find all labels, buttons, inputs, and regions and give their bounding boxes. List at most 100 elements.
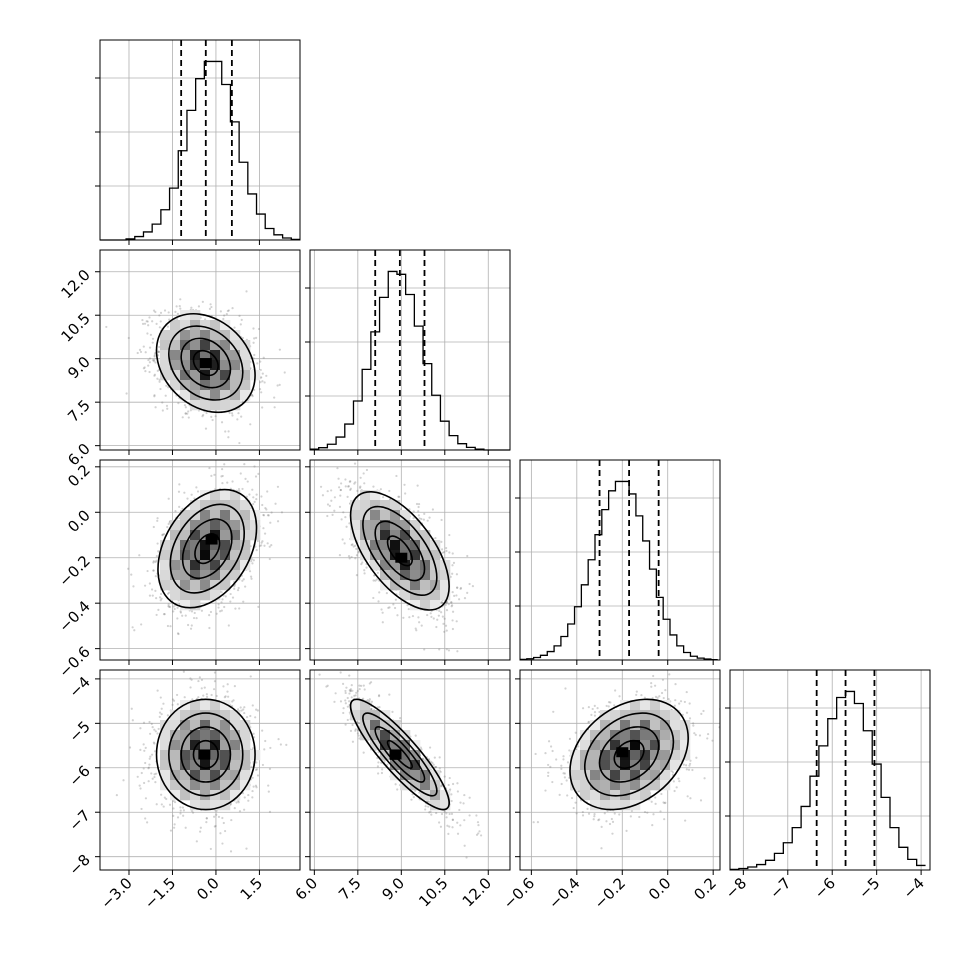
scatter-point bbox=[356, 689, 359, 693]
density-cell bbox=[200, 550, 211, 561]
scatter-point bbox=[652, 813, 655, 816]
scatter-point bbox=[358, 687, 361, 691]
scatter-point bbox=[427, 800, 430, 803]
x-tick-label: 0.2 bbox=[690, 874, 720, 904]
scatter-point bbox=[596, 707, 599, 710]
scatter-point bbox=[144, 761, 147, 765]
scatter-point bbox=[258, 388, 262, 391]
scatter-point bbox=[159, 387, 162, 391]
scatter-point bbox=[381, 621, 384, 624]
scatter-point bbox=[444, 624, 448, 627]
scatter-point bbox=[264, 739, 267, 743]
scatter-point bbox=[159, 696, 162, 699]
density-cell bbox=[180, 550, 191, 561]
scatter-point bbox=[593, 711, 597, 714]
scatter-point bbox=[684, 764, 688, 767]
density-cell bbox=[430, 550, 441, 561]
scatter-point bbox=[257, 327, 261, 331]
density-cell bbox=[190, 580, 201, 591]
scatter-point bbox=[190, 493, 193, 496]
scatter-point bbox=[326, 684, 329, 687]
scatter-point bbox=[255, 708, 258, 711]
scatter-point bbox=[226, 481, 229, 484]
density-cell bbox=[240, 560, 251, 571]
density-cell bbox=[360, 500, 371, 511]
density-cell bbox=[440, 570, 451, 581]
scatter-point bbox=[333, 496, 336, 499]
density-cell bbox=[190, 790, 201, 801]
density-cell bbox=[610, 740, 621, 751]
density-layer bbox=[318, 671, 483, 859]
scatter-point bbox=[547, 763, 550, 767]
density-cell bbox=[650, 720, 661, 731]
scatter-point bbox=[353, 482, 356, 485]
scatter-point bbox=[138, 554, 141, 557]
scatter-point bbox=[682, 763, 685, 766]
panel-frame bbox=[729, 669, 931, 871]
scatter-point bbox=[412, 796, 415, 799]
scatter-point bbox=[358, 684, 361, 687]
density-cell bbox=[660, 750, 671, 761]
scatter-point bbox=[358, 721, 361, 724]
scatter-point bbox=[407, 607, 410, 611]
scatter-point bbox=[253, 353, 256, 357]
density-cell bbox=[630, 710, 641, 721]
scatter-point bbox=[609, 701, 612, 704]
density-cell bbox=[640, 700, 651, 711]
scatter-point bbox=[213, 680, 217, 683]
scatter-point bbox=[441, 548, 444, 551]
scatter-point bbox=[698, 734, 702, 737]
density-cell bbox=[160, 750, 171, 761]
density-cell bbox=[650, 780, 661, 791]
scatter-point bbox=[478, 830, 481, 833]
scatter-point bbox=[156, 542, 159, 545]
contour-level-3 bbox=[169, 503, 246, 594]
scatter-point bbox=[222, 821, 225, 825]
scatter-point bbox=[202, 413, 205, 417]
panel-frame bbox=[99, 669, 301, 871]
scatter-point bbox=[643, 696, 646, 699]
scatter-point bbox=[254, 475, 258, 478]
scatter-point bbox=[362, 697, 365, 700]
scatter-point bbox=[181, 806, 184, 809]
x-tick-label: −3.0 bbox=[97, 874, 135, 912]
x-tick-label: −8 bbox=[722, 874, 750, 902]
scatter-point bbox=[220, 601, 223, 604]
scatter-point bbox=[643, 810, 647, 814]
density-cell bbox=[420, 540, 431, 551]
scatter-point bbox=[210, 415, 213, 418]
density-cell bbox=[160, 740, 171, 751]
scatter-point bbox=[688, 717, 692, 720]
scatter-point bbox=[429, 810, 432, 813]
density-cell bbox=[630, 730, 641, 741]
scatter-point bbox=[189, 677, 192, 680]
scatter-point bbox=[176, 617, 179, 620]
scatter-point bbox=[445, 549, 448, 553]
scatter-point bbox=[255, 768, 259, 771]
contour-level-3 bbox=[168, 325, 244, 401]
density-cell bbox=[180, 790, 191, 801]
scatter-point bbox=[683, 700, 686, 704]
scatter-point bbox=[257, 472, 260, 475]
scatter-point bbox=[176, 632, 180, 635]
density-cell bbox=[620, 760, 631, 771]
density-cell bbox=[200, 710, 211, 721]
density-cell bbox=[210, 730, 221, 741]
scatter-point bbox=[254, 716, 257, 719]
density-cell bbox=[230, 570, 241, 581]
scatter-point bbox=[270, 511, 273, 514]
density-cell bbox=[230, 370, 241, 381]
scatter-point bbox=[339, 488, 342, 492]
scatter-point bbox=[237, 487, 241, 491]
density-cell bbox=[640, 740, 651, 751]
scatter-point bbox=[544, 789, 547, 792]
density-cell bbox=[420, 580, 431, 591]
scatter-point bbox=[565, 779, 568, 782]
scatter-point bbox=[431, 761, 434, 765]
density-cell bbox=[220, 340, 231, 351]
scatter-point bbox=[150, 753, 154, 756]
y-tick-label: −0.6 bbox=[55, 643, 93, 681]
scatter-point bbox=[148, 594, 152, 597]
scatter-point bbox=[377, 695, 381, 698]
density-cell bbox=[190, 520, 201, 531]
